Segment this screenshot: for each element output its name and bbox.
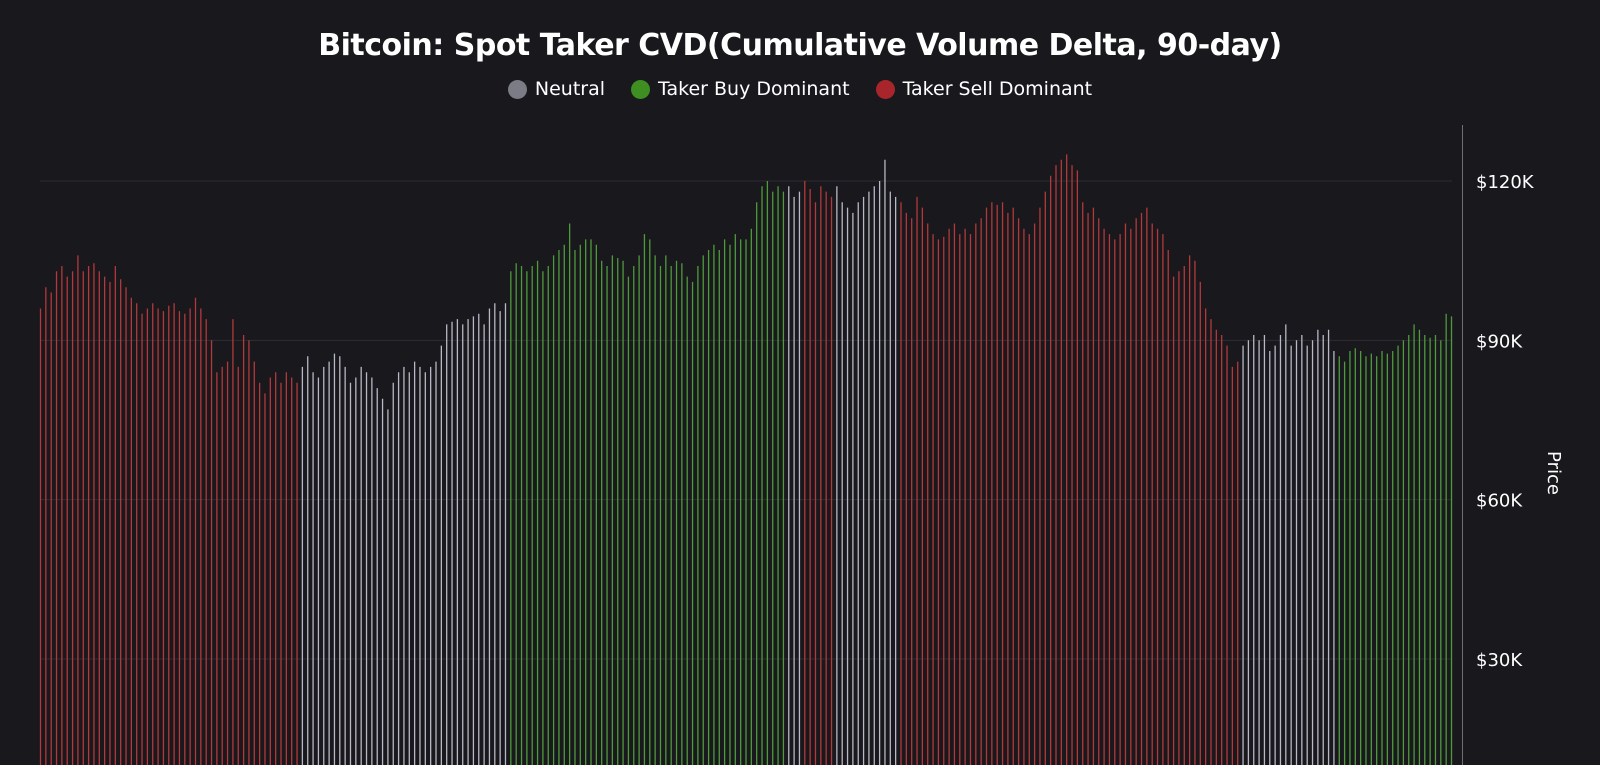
y-axis-ticks: $30K $60K $90K $120K bbox=[1476, 172, 1535, 671]
chart-title: Bitcoin: Spot Taker CVD(Cumulative Volum… bbox=[318, 28, 1282, 63]
bar-series bbox=[39, 154, 1453, 765]
chart-legend: Neutral Taker Buy Dominant Taker Sell Do… bbox=[0, 78, 1600, 100]
legend-item-taker-buy[interactable]: Taker Buy Dominant bbox=[631, 78, 850, 100]
legend-item-neutral[interactable]: Neutral bbox=[507, 78, 606, 100]
legend-item-taker-sell[interactable]: Taker Sell Dominant bbox=[875, 78, 1093, 100]
legend-label-taker-buy: Taker Buy Dominant bbox=[658, 78, 850, 100]
legend-dot-taker-buy bbox=[631, 79, 651, 99]
y-tick-label: $90K bbox=[1476, 331, 1523, 352]
y-tick-label: $30K bbox=[1476, 650, 1523, 671]
y-tick-label: $120K bbox=[1476, 172, 1535, 193]
legend-dot-taker-sell bbox=[875, 79, 895, 99]
y-tick-label: $60K bbox=[1476, 491, 1523, 512]
legend-dot-neutral bbox=[507, 79, 527, 99]
legend-label-taker-sell: Taker Sell Dominant bbox=[902, 78, 1093, 100]
y-axis-title: Price bbox=[1543, 451, 1564, 495]
legend-label-neutral: Neutral bbox=[534, 78, 606, 100]
